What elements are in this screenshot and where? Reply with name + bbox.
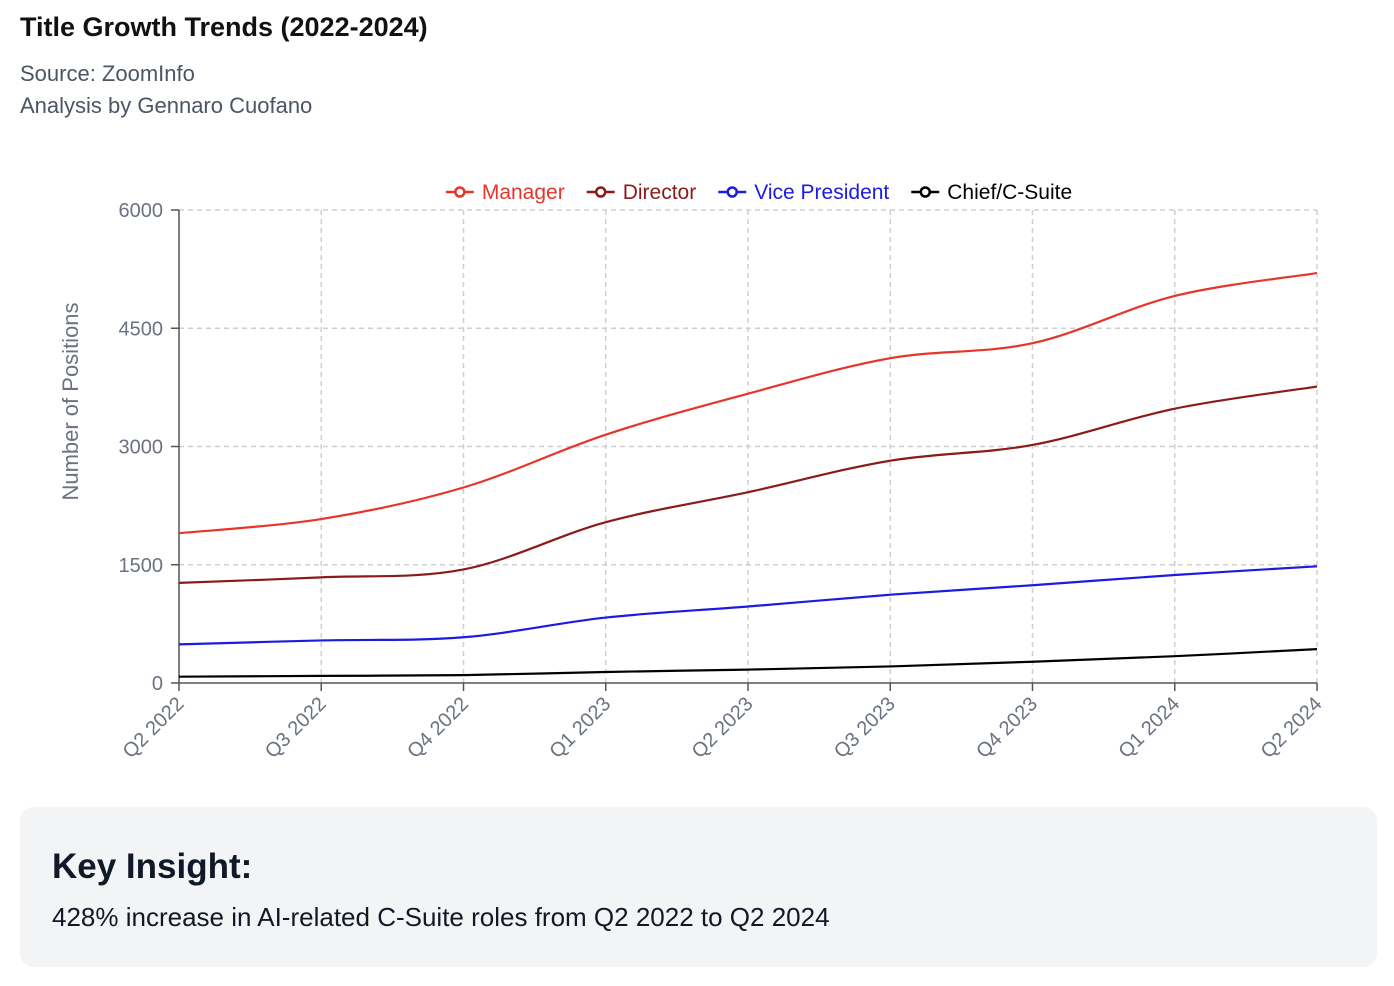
insight-title: Key Insight:: [52, 847, 253, 886]
analysis-line: Analysis by Gennaro Cuofano: [20, 93, 313, 118]
x-tick-label: Q4 2022: [403, 693, 473, 763]
legend-swatch-marker: [454, 186, 466, 198]
insight-text: 428% increase in AI-related C-Suite role…: [52, 902, 830, 932]
x-tick-label: Q2 2023: [688, 693, 758, 763]
legend-swatch-marker: [594, 186, 607, 198]
line-chart: 0 1500 3000 4500 6000 Q2 2022 Q3 2022 Q4 2022 Q1…: [58, 181, 1327, 763]
series-lines: [178, 271, 1318, 678]
x-tick-label: Q1 2023: [545, 693, 615, 763]
y-axis-title: Number of Positions: [58, 302, 83, 500]
y-tick-label: 1500: [119, 555, 164, 577]
legend-swatch-marker: [919, 186, 932, 198]
legend-swatch-marker: [726, 186, 738, 198]
y-tick-label: 6000: [119, 200, 164, 222]
x-tick-label: Q2 2024: [1257, 693, 1327, 763]
legend[interactable]: Manager Director Vice President Chief/C-Sui…: [445, 181, 1072, 204]
series-line-vice-president: [178, 565, 1318, 646]
legend-item-vice-president[interactable]: Vice President: [718, 181, 889, 204]
x-tick-label: Q4 2023: [972, 693, 1042, 763]
legend-item-director[interactable]: Director: [586, 181, 697, 204]
series-line-manager: [178, 271, 1318, 535]
series-line-director: [178, 385, 1318, 584]
key-insight-box: Key Insight: 428% increase in AI-related…: [20, 807, 1377, 967]
series-line-chief-c-suite: [178, 648, 1318, 678]
legend-item-chief-c-suite[interactable]: Chief/C-Suite: [911, 181, 1072, 204]
source-line: Source: ZoomInfo: [20, 61, 195, 86]
y-tick-label: 4500: [119, 318, 164, 340]
legend-label: Director: [623, 181, 697, 204]
x-tick-label: Q2 2022: [119, 693, 189, 763]
chart-title: Title Growth Trends (2022-2024): [20, 12, 428, 42]
grid: [179, 209, 1318, 683]
axes: 0 1500 3000 4500 6000 Q2 2022 Q3 2022 Q4 2022 Q1…: [119, 200, 1327, 763]
y-tick-label: 3000: [119, 437, 164, 459]
x-tick-label: Q1 2024: [1114, 693, 1184, 763]
legend-label: Manager: [482, 181, 565, 204]
legend-label: Vice President: [754, 181, 889, 204]
legend-item-manager[interactable]: Manager: [445, 181, 565, 204]
y-tick-label: 0: [152, 673, 163, 695]
x-tick-label: Q3 2022: [261, 693, 331, 763]
x-tick-label: Q3 2023: [830, 693, 900, 763]
chart-header: Title Growth Trends (2022-2024) Source: …: [20, 10, 428, 122]
legend-label: Chief/C-Suite: [947, 181, 1072, 204]
